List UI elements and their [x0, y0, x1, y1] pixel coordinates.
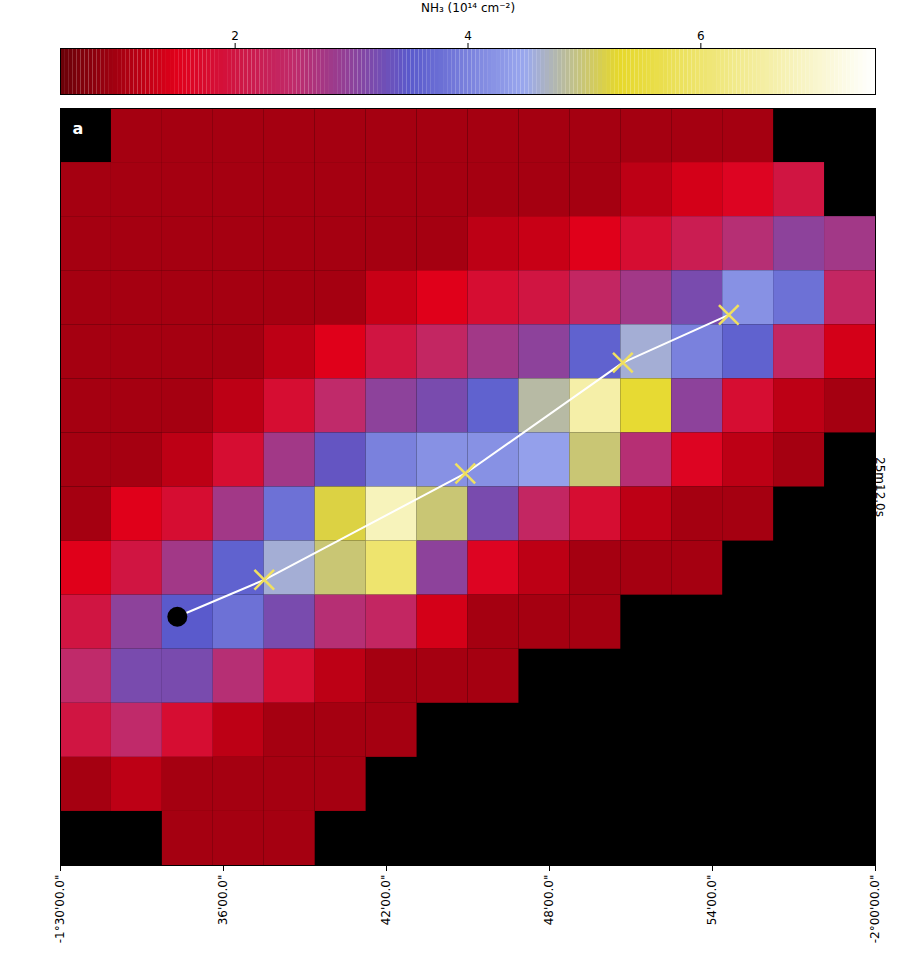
svg-text:a: a: [73, 119, 84, 138]
svg-text:-1°30'00.0": -1°30'00.0": [53, 875, 67, 944]
svg-text:-2°00'00.0": -2°00'00.0": [868, 875, 882, 944]
svg-text:48'00.0": 48'00.0": [542, 875, 556, 926]
svg-text:4: 4: [464, 29, 472, 43]
svg-text:36'00.0": 36'00.0": [216, 875, 230, 926]
svg-text:25m12.0s: 25m12.0s: [873, 457, 887, 517]
svg-text:54'00.0": 54'00.0": [705, 875, 719, 926]
svg-text:6: 6: [697, 29, 705, 43]
svg-text:2: 2: [231, 29, 239, 43]
svg-text:42'00.0": 42'00.0": [379, 875, 393, 926]
svg-text:NH₃ (10¹⁴ cm⁻²): NH₃ (10¹⁴ cm⁻²): [421, 1, 515, 15]
